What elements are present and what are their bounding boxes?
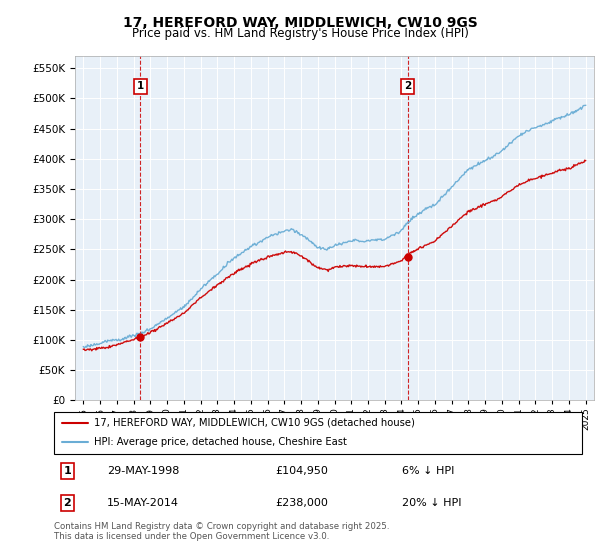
- Text: HPI: Average price, detached house, Cheshire East: HPI: Average price, detached house, Ches…: [94, 437, 346, 447]
- Text: 2: 2: [64, 498, 71, 508]
- Text: 17, HEREFORD WAY, MIDDLEWICH, CW10 9GS (detached house): 17, HEREFORD WAY, MIDDLEWICH, CW10 9GS (…: [94, 418, 415, 428]
- Text: Price paid vs. HM Land Registry's House Price Index (HPI): Price paid vs. HM Land Registry's House …: [131, 27, 469, 40]
- Text: 1: 1: [137, 81, 144, 91]
- Text: 6% ↓ HPI: 6% ↓ HPI: [403, 466, 455, 476]
- Text: £238,000: £238,000: [276, 498, 329, 508]
- Text: 15-MAY-2014: 15-MAY-2014: [107, 498, 179, 508]
- Text: 2: 2: [404, 81, 411, 91]
- Text: 1: 1: [64, 466, 71, 476]
- Text: 17, HEREFORD WAY, MIDDLEWICH, CW10 9GS: 17, HEREFORD WAY, MIDDLEWICH, CW10 9GS: [122, 16, 478, 30]
- Text: Contains HM Land Registry data © Crown copyright and database right 2025.
This d: Contains HM Land Registry data © Crown c…: [54, 522, 389, 542]
- Text: 20% ↓ HPI: 20% ↓ HPI: [403, 498, 462, 508]
- Text: £104,950: £104,950: [276, 466, 329, 476]
- Text: 29-MAY-1998: 29-MAY-1998: [107, 466, 179, 476]
